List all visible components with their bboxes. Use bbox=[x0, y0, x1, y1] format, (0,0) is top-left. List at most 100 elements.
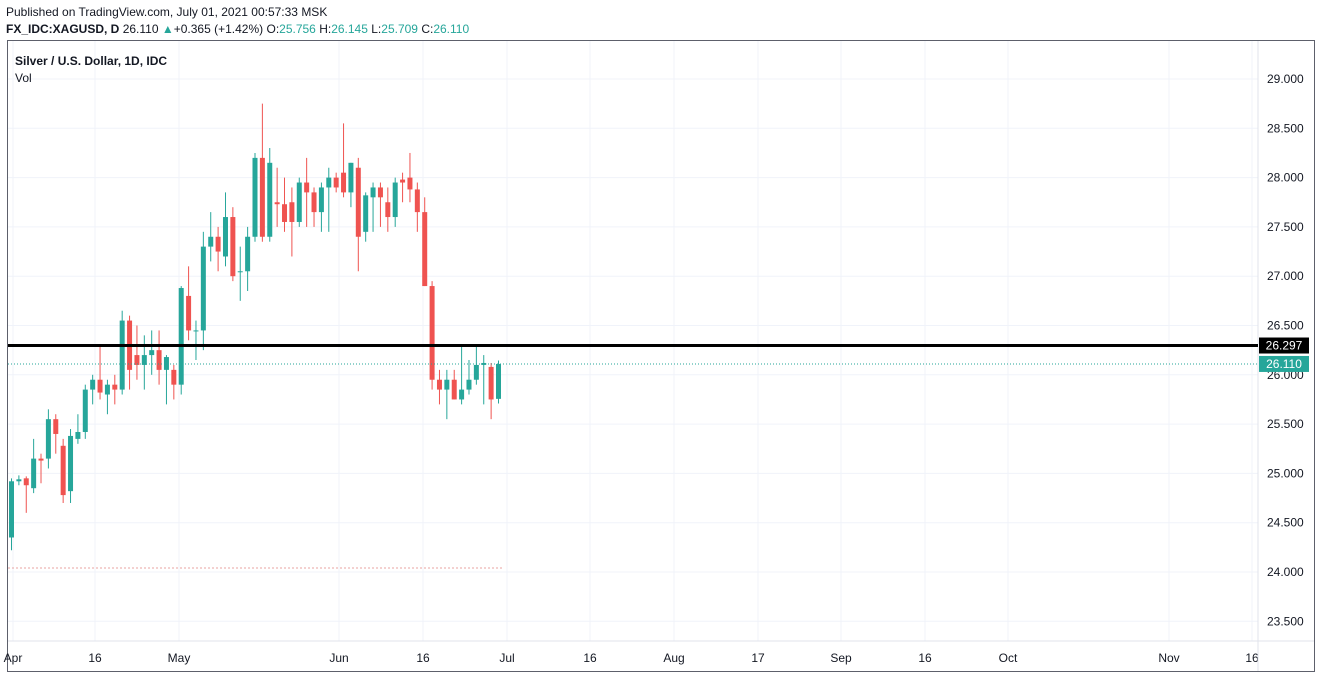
x-tick-label: 16 bbox=[416, 651, 430, 665]
candle-up bbox=[16, 479, 22, 482]
candle-up bbox=[326, 177, 332, 188]
candle-up bbox=[296, 182, 302, 222]
candle-up bbox=[318, 187, 324, 213]
last-price-text: 26.110 bbox=[1266, 357, 1302, 371]
candle-up bbox=[237, 271, 243, 273]
published-note: Published on TradingView.com, July 01, 2… bbox=[6, 5, 328, 19]
volume-label: Vol bbox=[15, 71, 32, 85]
y-tick-label: 26.500 bbox=[1267, 319, 1304, 333]
x-tick-label: Aug bbox=[663, 651, 684, 665]
hline-price-text: 26.297 bbox=[1266, 339, 1303, 353]
candle-up bbox=[9, 481, 14, 538]
candle-down bbox=[97, 379, 103, 393]
candle-down bbox=[112, 384, 118, 390]
candle-up bbox=[267, 162, 273, 237]
candle-down bbox=[400, 179, 406, 183]
y-tick-label: 28.000 bbox=[1267, 171, 1304, 185]
candle-up bbox=[363, 195, 369, 232]
candle-down bbox=[422, 212, 428, 287]
candle-up bbox=[208, 236, 214, 247]
candle-down bbox=[230, 217, 236, 277]
candle-up bbox=[104, 384, 110, 395]
last-price-tag bbox=[1259, 355, 1309, 372]
candle-down bbox=[23, 478, 29, 486]
candle-up bbox=[459, 389, 465, 400]
candle-down bbox=[274, 202, 280, 205]
open-value: 25.756 bbox=[279, 22, 316, 36]
candle-up bbox=[245, 236, 251, 272]
candle-down bbox=[53, 419, 59, 434]
last-price: 26.110 bbox=[122, 22, 159, 36]
y-tick-label: 25.000 bbox=[1267, 466, 1304, 480]
y-tick-label: 23.500 bbox=[1267, 614, 1304, 628]
high-label: H: bbox=[319, 22, 332, 36]
candle-down bbox=[429, 286, 435, 380]
candle-down bbox=[333, 177, 339, 188]
price-change: +0.365 (+1.42%) bbox=[173, 22, 264, 36]
candle-up bbox=[119, 320, 125, 390]
candle-down bbox=[488, 366, 494, 400]
chart-header: Published on TradingView.com, July 01, 2… bbox=[0, 0, 1322, 40]
y-tick-label: 28.500 bbox=[1267, 121, 1304, 135]
candle-up bbox=[222, 217, 228, 257]
x-tick-label: 16 bbox=[1245, 651, 1259, 665]
candle-down bbox=[414, 189, 420, 213]
candle-up bbox=[141, 355, 147, 365]
y-tick-label: 29.000 bbox=[1267, 72, 1304, 86]
candle-down bbox=[451, 379, 457, 400]
high-value: 26.145 bbox=[331, 22, 368, 36]
x-tick-label: 16 bbox=[918, 651, 932, 665]
candle-up bbox=[481, 362, 487, 365]
x-tick-label: Oct bbox=[999, 651, 1018, 665]
candle-down bbox=[385, 202, 391, 218]
candle-up bbox=[31, 458, 37, 489]
low-value: 25.709 bbox=[381, 22, 418, 36]
x-tick-label: 17 bbox=[751, 651, 765, 665]
x-tick-label: Jul bbox=[499, 651, 514, 665]
x-tick-label: 16 bbox=[88, 651, 102, 665]
y-tick-label: 27.500 bbox=[1267, 220, 1304, 234]
candle-up bbox=[82, 389, 88, 432]
candle-down bbox=[355, 167, 361, 237]
x-tick-label: May bbox=[168, 651, 191, 665]
candle-down bbox=[259, 157, 265, 237]
candle-down bbox=[341, 172, 347, 193]
close-value: 26.110 bbox=[433, 22, 470, 36]
low-label: L: bbox=[371, 22, 382, 36]
chart-title: Silver / U.S. Dollar, 1D, IDC bbox=[15, 54, 168, 68]
candle-up bbox=[473, 364, 479, 380]
candle-up bbox=[496, 363, 501, 399]
candle-up bbox=[45, 419, 51, 459]
candle-up bbox=[75, 431, 81, 439]
hline-price-tag bbox=[1259, 337, 1309, 354]
x-tick-label: Apr bbox=[4, 651, 23, 665]
candle-up bbox=[466, 379, 472, 390]
candle-down bbox=[304, 182, 310, 193]
candle-up bbox=[149, 350, 155, 356]
candle-up bbox=[68, 435, 74, 492]
candle-up bbox=[392, 182, 398, 218]
candle-up bbox=[348, 162, 354, 193]
candle-down bbox=[134, 355, 140, 365]
candle-down bbox=[282, 204, 288, 222]
candle-down bbox=[377, 187, 383, 198]
change-arrow-icon: ▲ bbox=[161, 22, 174, 36]
x-tick-label: 16 bbox=[583, 651, 597, 665]
symbol-label: FX_IDC:XAGUSD, D bbox=[6, 22, 120, 36]
x-tick-label: Sep bbox=[830, 651, 852, 665]
candle-up bbox=[200, 246, 206, 331]
candle-up bbox=[178, 288, 184, 385]
y-tick-label: 24.500 bbox=[1267, 516, 1304, 530]
chart-frame bbox=[7, 40, 1315, 672]
x-tick-label: Nov bbox=[1158, 651, 1179, 665]
candle-down bbox=[289, 202, 295, 222]
candle-down bbox=[186, 295, 192, 331]
candle-up bbox=[90, 379, 96, 390]
quote-line: FX_IDC:XAGUSD, D 26.110 ▲+0.365 (+1.42%)… bbox=[6, 22, 469, 36]
candle-up bbox=[370, 187, 376, 198]
y-tick-label: 24.000 bbox=[1267, 565, 1304, 579]
open-label: O: bbox=[266, 22, 280, 36]
candle-up bbox=[193, 330, 199, 332]
candle-down bbox=[215, 236, 221, 252]
